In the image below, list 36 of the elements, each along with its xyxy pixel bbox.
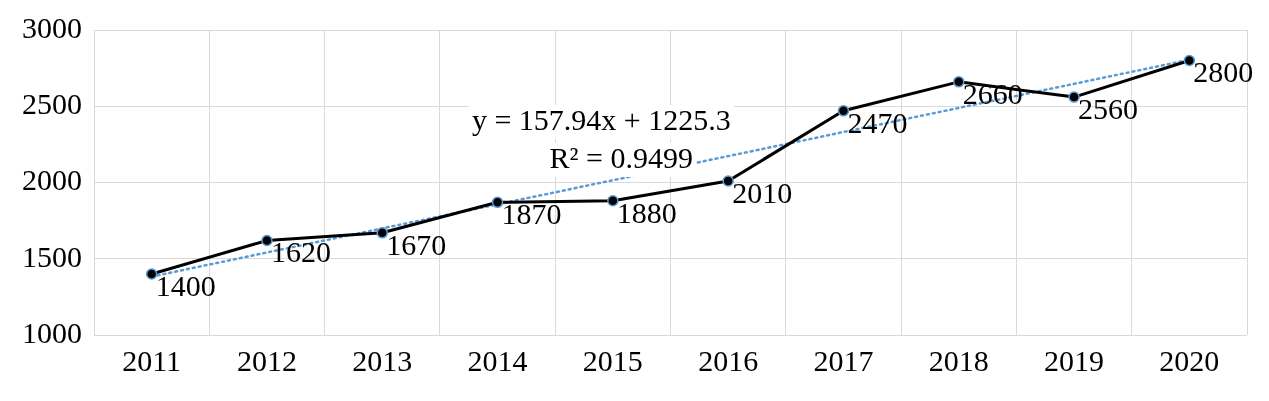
point xyxy=(722,175,734,187)
point xyxy=(837,105,850,117)
point xyxy=(607,195,619,207)
data-label: 1620 xyxy=(270,235,331,269)
data-label: 2800 xyxy=(1193,55,1254,89)
x-tick-label: 2017 xyxy=(813,343,874,377)
x-tick-label: 2013 xyxy=(352,343,413,377)
data-label: 1670 xyxy=(386,227,447,261)
point xyxy=(1183,54,1196,67)
x-tick-label: 2011 xyxy=(122,343,182,377)
point xyxy=(145,268,158,280)
x-tick-label: 2019 xyxy=(1044,343,1105,377)
y-tick-label: 3000 xyxy=(22,10,82,44)
x-tick-label: 2014 xyxy=(467,343,528,377)
data-label: 1870 xyxy=(501,197,562,231)
y-tick-label: 2000 xyxy=(22,163,82,197)
data-label: 2560 xyxy=(1078,91,1139,125)
x-tick-label: 2020 xyxy=(1159,343,1220,377)
data-label: 2470 xyxy=(847,105,908,139)
point xyxy=(953,76,965,88)
annotation: R² = 0.9499 xyxy=(549,140,694,174)
y-tick-label: 1500 xyxy=(22,239,82,273)
data-label: 1880 xyxy=(616,195,677,229)
point xyxy=(261,234,273,247)
annotation: y = 157.94x + 1225.3 xyxy=(471,102,731,136)
data-label: 1400 xyxy=(155,268,216,302)
x-tick-label: 2015 xyxy=(582,343,643,377)
data-label: 2010 xyxy=(732,175,793,209)
point xyxy=(1068,91,1080,103)
x-tick-label: 2016 xyxy=(698,343,759,377)
x-tick-label: 2012 xyxy=(236,343,297,377)
y-tick-label: 1000 xyxy=(22,315,82,349)
x-tick-label: 2018 xyxy=(928,343,989,377)
point xyxy=(376,227,388,239)
point xyxy=(491,196,504,209)
y-tick-label: 2500 xyxy=(22,87,82,121)
